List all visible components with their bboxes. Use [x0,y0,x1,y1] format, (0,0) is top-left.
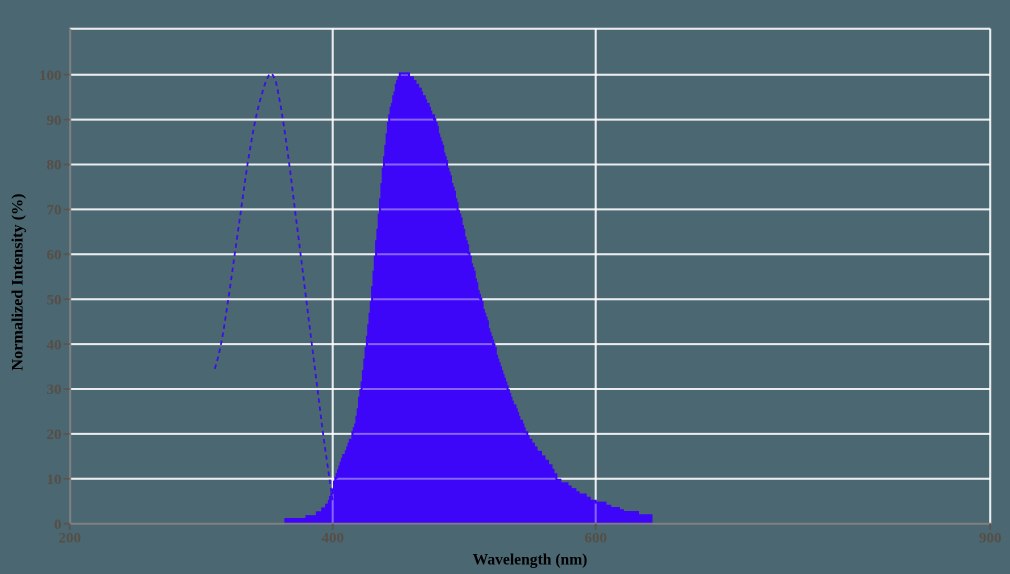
svg-text:70: 70 [47,203,62,219]
svg-text:30: 30 [47,382,62,398]
svg-text:Wavelength (nm): Wavelength (nm) [473,552,588,569]
svg-text:40: 40 [47,337,62,353]
svg-text:200: 200 [58,531,81,547]
svg-text:0: 0 [54,517,62,533]
svg-text:400: 400 [321,531,344,547]
svg-text:90: 90 [47,113,62,129]
svg-text:60: 60 [47,248,62,264]
svg-text:100: 100 [39,68,62,84]
svg-text:Normalized Intensity (%): Normalized Intensity (%) [9,193,27,370]
svg-text:20: 20 [47,427,62,443]
svg-text:50: 50 [47,292,62,308]
svg-text:10: 10 [47,472,62,488]
svg-text:900: 900 [979,531,1002,547]
svg-text:600: 600 [584,531,607,547]
svg-text:80: 80 [47,158,62,174]
